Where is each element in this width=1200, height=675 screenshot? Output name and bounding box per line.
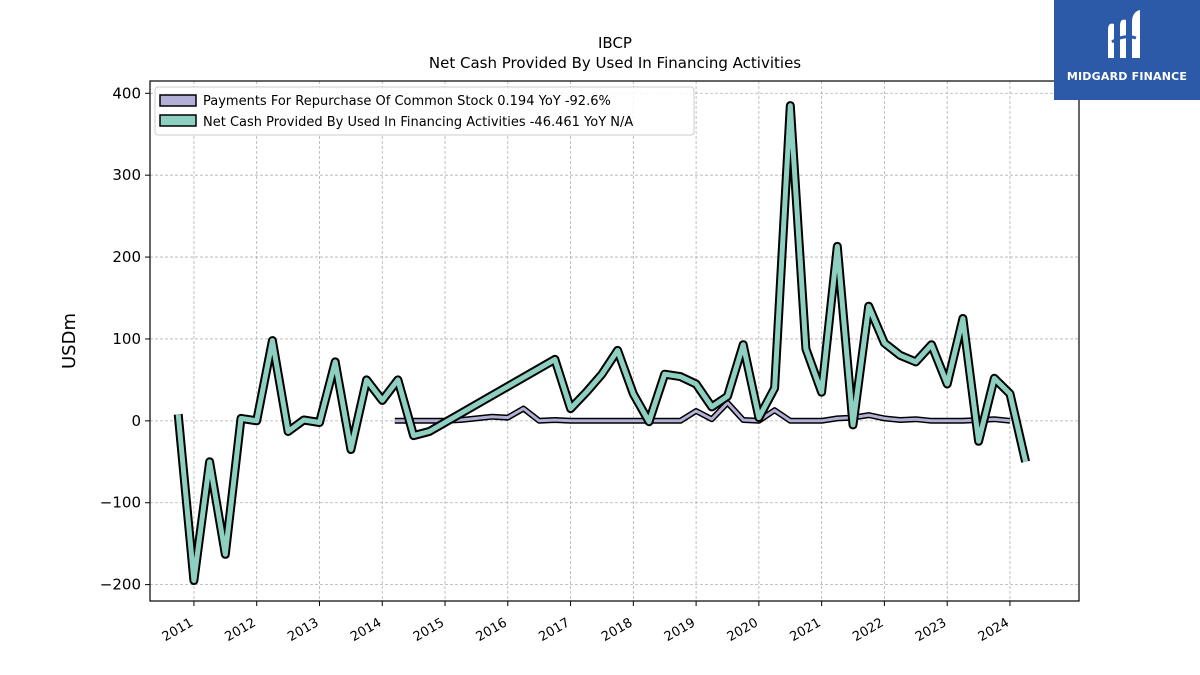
chart-title: IBCP <box>598 34 632 52</box>
y-tick-label: −100 <box>100 494 141 512</box>
brand-logo-icon <box>1108 10 1140 59</box>
y-tick-label: 100 <box>112 330 141 348</box>
chart-subtitle: Net Cash Provided By Used In Financing A… <box>429 54 801 72</box>
series-outline-financing <box>173 101 1030 585</box>
x-tick-label: 2020 <box>725 615 761 645</box>
legend-label-repurchase: Payments For Repurchase Of Common Stock … <box>203 94 611 109</box>
x-tick-label: 2014 <box>348 615 384 645</box>
y-tick-label: 300 <box>112 166 141 184</box>
brand-logo: MIDGARD FINANCE <box>1054 0 1200 100</box>
x-tick-label: 2017 <box>536 615 572 645</box>
x-axis: 2011 2012 2013 2014 2015 2016 2017 2018 2019 2020… <box>160 601 1012 645</box>
y-tick-label: 0 <box>131 412 141 430</box>
x-tick-label: 2024 <box>976 615 1012 645</box>
plot-area <box>149 80 1080 602</box>
x-tick-label: 2016 <box>474 615 510 645</box>
series-line-repurchase <box>394 401 1011 423</box>
y-axis-label: USDm <box>59 313 80 369</box>
y-tick-label: 400 <box>112 84 141 102</box>
brand-name: MIDGARD FINANCE <box>1066 70 1188 83</box>
x-tick-label: 2019 <box>662 615 698 645</box>
x-tick-label: 2011 <box>160 615 196 645</box>
series-line-financing <box>175 103 1029 583</box>
x-tick-label: 2022 <box>850 615 886 645</box>
series-layer <box>173 101 1030 585</box>
x-tick-label: 2013 <box>285 615 321 645</box>
x-tick-label: 2023 <box>913 615 949 645</box>
y-tick-label: 200 <box>112 248 141 266</box>
legend: Payments For Repurchase Of Common Stock … <box>154 86 695 136</box>
x-tick-label: 2012 <box>223 615 259 645</box>
x-tick-label: 2021 <box>787 615 823 645</box>
x-tick-label: 2018 <box>599 615 635 645</box>
x-tick-label: 2015 <box>411 615 447 645</box>
y-axis: −200 −100 0 100 200 300 400 <box>100 84 150 594</box>
legend-box <box>154 86 695 136</box>
y-tick-label: −200 <box>100 576 141 594</box>
legend-swatch-repurchase <box>159 94 197 107</box>
legend-swatch-financing <box>159 114 197 127</box>
grid <box>150 81 1079 601</box>
legend-label-financing: Net Cash Provided By Used In Financing A… <box>203 115 633 130</box>
